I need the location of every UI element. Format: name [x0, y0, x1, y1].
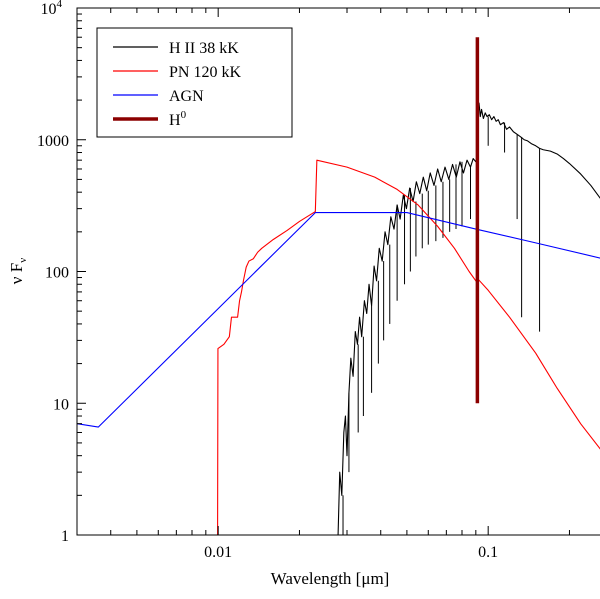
legend-label-1: PN 120 kK [169, 64, 241, 81]
legend-label-0: H II 38 kK [169, 40, 239, 57]
y-tick-label-1: 10 [53, 396, 69, 413]
y-tick-label-0: 1 [61, 528, 69, 545]
y-axis-label-main: ν F [7, 263, 26, 284]
y-tick-label-2: 100 [45, 265, 69, 282]
x-tick-label-1: 0.1 [478, 544, 498, 561]
y-axis-label-sub: ν [17, 258, 29, 263]
y-tick-label-3: 1000 [37, 133, 69, 150]
x-tick-label-0: 0.01 [204, 544, 232, 561]
x-axis-label: Wavelength [μm] [271, 569, 390, 588]
legend-label-2: AGN [169, 88, 204, 105]
